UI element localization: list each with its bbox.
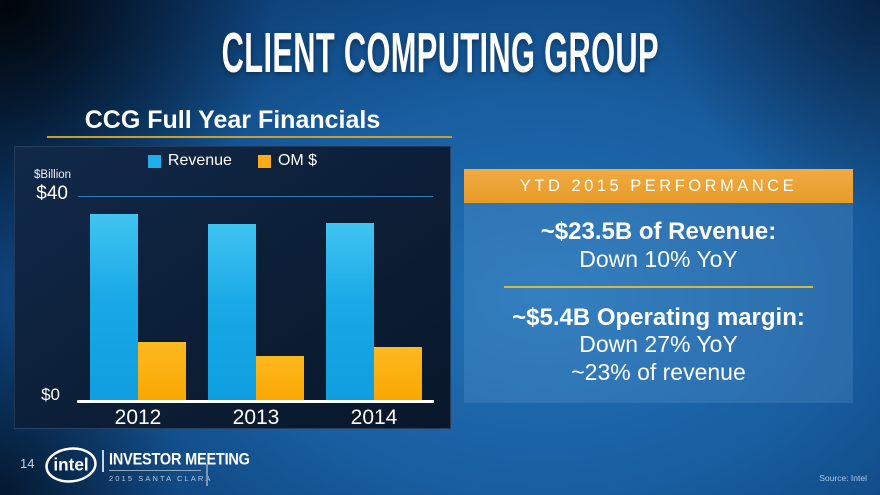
x-axis-label-2013: 2013 — [232, 406, 280, 429]
svg-text:intel: intel — [53, 455, 88, 475]
y-axis-unit-label: $Billion — [34, 169, 72, 181]
bar-om-2014 — [374, 347, 422, 400]
bar-revenue-2014 — [326, 223, 374, 400]
x-axis-label-2014: 2014 — [350, 406, 398, 429]
performance-panel-body: ~$23.5B of Revenue: Down 10% YoY ~$5.4B … — [464, 203, 853, 403]
y-axis-max-label: $40 — [36, 183, 68, 204]
bar-group-2012 — [90, 196, 186, 400]
revenue-legend-swatch — [147, 154, 161, 168]
legend-label-om: OM $ — [277, 152, 318, 169]
margin-headline: ~$5.4B Operating margin: — [512, 304, 805, 331]
slide-title: CLIENT COMPUTING GROUP — [221, 22, 659, 85]
bar-revenue-2013 — [208, 224, 256, 400]
legend-label-revenue: Revenue — [167, 152, 232, 169]
investor-meeting-subtitle: 2015 SANTA CLARA — [109, 470, 210, 483]
revenue-headline: ~$23.5B of Revenue: — [540, 218, 777, 245]
om-legend-swatch — [257, 154, 271, 168]
margin-detail-2: ~23% of revenue — [571, 359, 746, 385]
revenue-detail: Down 10% YoY — [579, 246, 738, 272]
x-axis-line — [77, 400, 434, 403]
bar-revenue-2012 — [90, 214, 138, 400]
margin-detail-1: Down 27% YoY — [579, 331, 738, 357]
legend-item-revenue: Revenue — [147, 152, 232, 170]
legend-item-om: OM $ — [257, 152, 318, 170]
page-number: 14 — [20, 456, 35, 471]
intel-logo-icon: intel — [44, 444, 98, 491]
x-axis-label-2012: 2012 — [114, 406, 162, 429]
chart-panel: Revenue OM $ $Billion $40 $0 2012 2013 201… — [14, 146, 451, 429]
bar-om-2012 — [138, 342, 186, 400]
investor-meeting-title: INVESTOR MEETING — [109, 450, 250, 470]
bar-group-2014 — [326, 196, 422, 400]
main-title-wrap: CLIENT COMPUTING GROUP — [0, 22, 880, 85]
gridline-top — [78, 196, 433, 197]
chart-legend: Revenue OM $ — [15, 152, 450, 170]
bar-om-2013 — [256, 356, 304, 400]
plot-area — [78, 196, 432, 400]
performance-divider — [504, 286, 813, 288]
bar-group-2013 — [208, 196, 304, 400]
y-axis-min-label: $0 — [41, 385, 60, 404]
x-axis-labels: 2012 2013 2014 — [78, 406, 432, 430]
chart-heading-underline — [47, 136, 452, 138]
performance-panel-header: YTD 2015 PERFORMANCE — [464, 169, 853, 203]
source-note: Source: Intel — [819, 473, 867, 483]
chart-heading: CCG Full Year Financials — [84, 106, 381, 134]
investor-meeting-badge: INVESTOR MEETING 2015 SANTA CLARA — [102, 450, 250, 486]
